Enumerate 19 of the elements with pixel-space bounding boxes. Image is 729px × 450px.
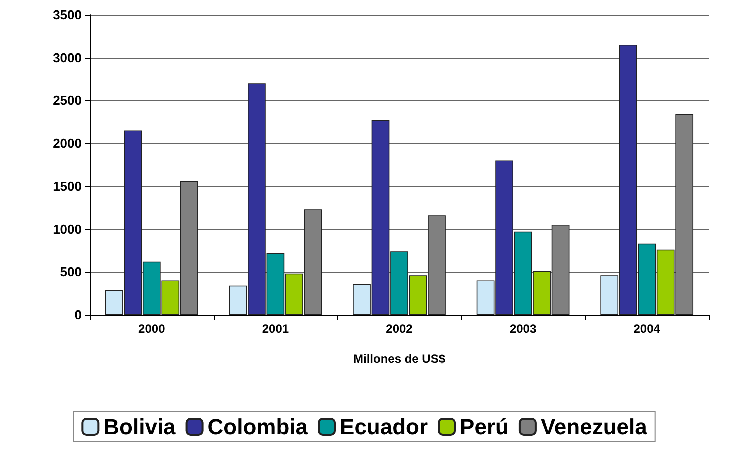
legend-label: Perú [460,414,509,440]
x-axis-title: Millones de US$ [353,352,446,366]
y-tick-label: 1000 [53,222,82,237]
x-tick-label: 2001 [262,322,290,336]
y-tick-label: 0 [74,308,82,322]
x-tick-label: 2003 [510,322,537,336]
legend-label: Bolivia [104,414,177,440]
y-tick-label: 500 [60,264,82,280]
x-tick-label: 2004 [634,322,661,336]
legend-label: Ecuador [340,414,428,440]
x-tick-label: 2002 [386,322,414,336]
legend-label: Colombia [208,414,309,440]
y-tick-label: 3000 [53,50,82,66]
x-tick-label: 2000 [138,322,166,336]
y-tick-label: 2500 [53,93,82,108]
y-tick-label: 1500 [53,178,82,194]
y-tick-label: 2000 [53,136,82,152]
y-tick-label: 3500 [53,8,82,22]
legend-label: Venezuela [540,414,648,440]
